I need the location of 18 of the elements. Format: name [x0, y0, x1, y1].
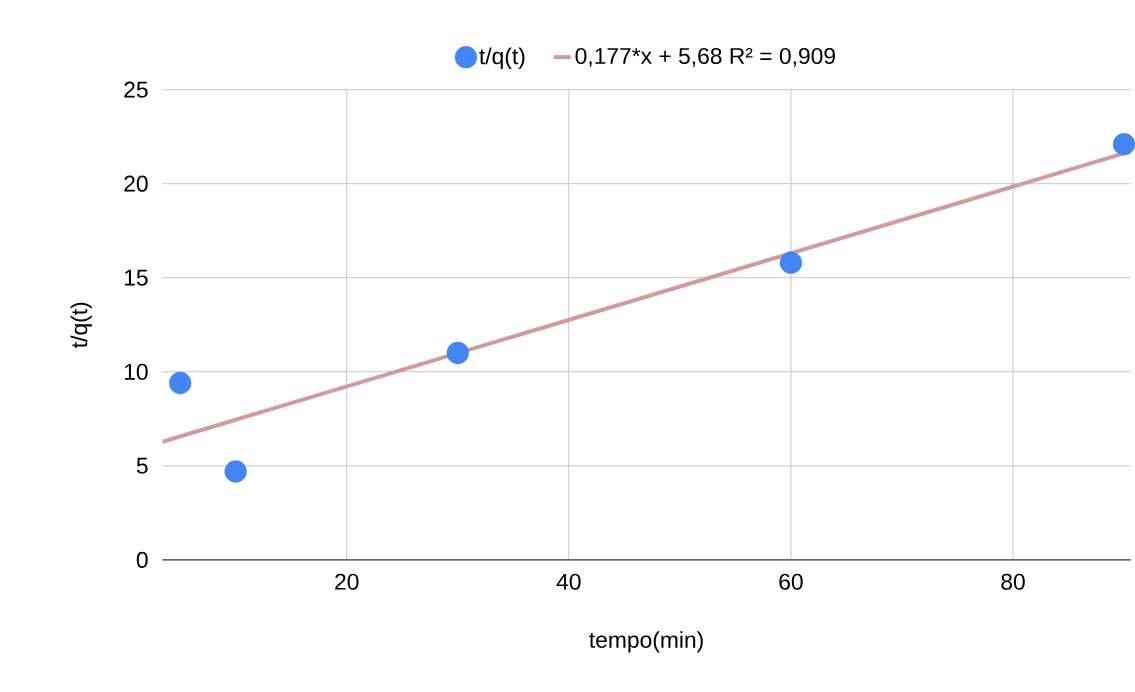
point: [779, 251, 803, 274]
x-axis-title: tempo(min): [589, 630, 703, 653]
legend-label: t/q(t): [479, 47, 525, 69]
y-tick-label: 20: [124, 175, 148, 192]
y-tick-label: 15: [124, 269, 148, 286]
point: [169, 371, 192, 395]
legend-label: 0,177*x + 5,68 R² = 0,909: [575, 47, 835, 67]
y-tick-label: 25: [124, 81, 148, 98]
point: [446, 341, 469, 364]
x-tick-label: 40: [556, 573, 581, 590]
y-axis-title: t/q(t): [70, 302, 92, 348]
x-tick-label: 60: [779, 573, 803, 590]
x-tick-label: 20: [335, 573, 359, 590]
y-tick-label: 10: [124, 363, 148, 380]
y-tick-label: 5: [136, 457, 148, 474]
point: [224, 460, 247, 483]
x-tick-label: 80: [1001, 573, 1025, 590]
y-tick-label: 0: [136, 551, 148, 568]
